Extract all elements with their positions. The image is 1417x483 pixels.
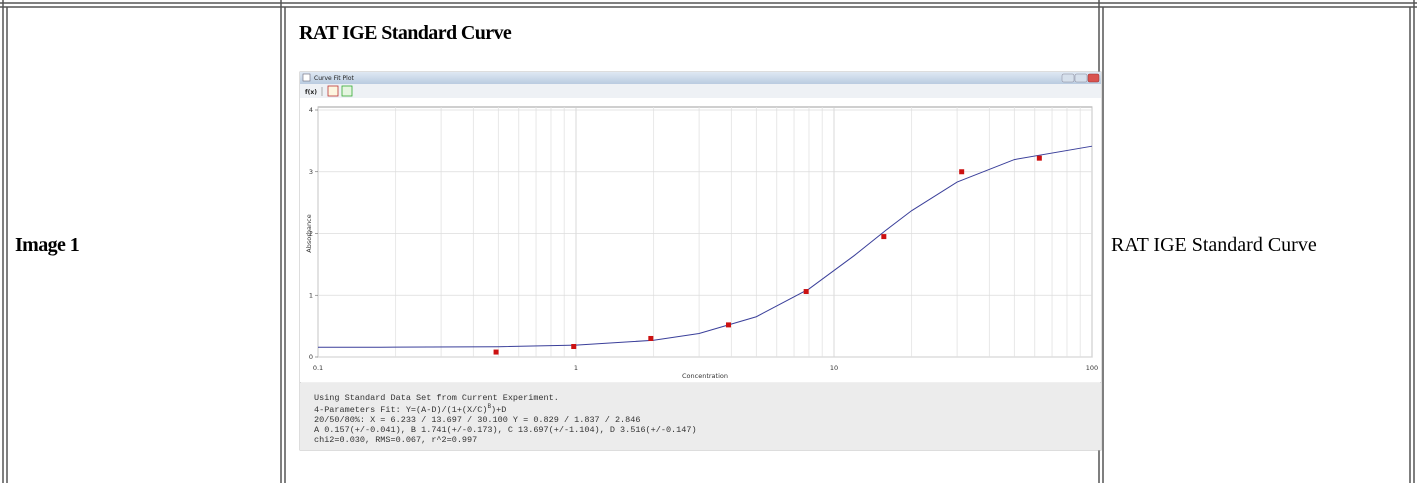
maximize-button[interactable] xyxy=(1074,73,1088,83)
x-tick-label: 100 xyxy=(1086,364,1098,372)
toolbar-button[interactable] xyxy=(341,85,353,97)
title-bar xyxy=(300,72,1101,84)
close-button[interactable] xyxy=(1087,73,1100,83)
report-text: 4-Parameters Fit: Y=(A-D)/(1+(X/C) xyxy=(314,405,487,415)
x-tick-label: 10 xyxy=(830,364,838,372)
report-exponent: B xyxy=(487,403,491,410)
data-point xyxy=(493,349,499,355)
window-title: Curve Fit Plot xyxy=(314,75,355,82)
y-tick-label: 1 xyxy=(309,291,313,299)
y-tick-label: 4 xyxy=(309,106,313,114)
data-point xyxy=(725,322,731,328)
screenshot: Curve Fit Plot f(x) 0.1 1 10 100 0 1 2 3 4 Concen… xyxy=(299,71,1102,451)
toolbar xyxy=(300,84,1101,98)
window-icon xyxy=(302,73,311,82)
row-label: Image 1 xyxy=(15,234,79,256)
x-axis-label: Concentration xyxy=(682,372,728,380)
report-line: 4-Parameters Fit: Y=(A-D)/(1+(X/C)B)+D xyxy=(314,403,506,415)
x-tick-label: 0.1 xyxy=(313,364,323,372)
y-tick-label: 3 xyxy=(309,168,313,176)
cell-caption: RAT IGE Standard Curve xyxy=(1111,234,1317,256)
fit-curve xyxy=(317,145,1093,348)
x-tick-label: 1 xyxy=(574,364,578,372)
toolbar-label: f(x) xyxy=(305,89,317,96)
plot: 0.1 1 10 100 0 1 2 3 4 Concentration Absorbance xyxy=(305,106,1098,380)
report-text: )+D xyxy=(491,405,506,415)
data-point xyxy=(648,335,654,341)
data-point xyxy=(881,234,887,240)
data-point xyxy=(571,344,577,350)
report-line: chi2=0.030, RMS=0.067, r^2=0.997 xyxy=(314,435,477,445)
plot-frame xyxy=(317,106,1093,358)
report-panel xyxy=(300,383,1101,450)
y-tick-label: 0 xyxy=(309,353,313,361)
data-point xyxy=(959,169,965,175)
data-point xyxy=(803,289,809,295)
data-point xyxy=(1036,155,1042,161)
y-axis-label: Absorbance xyxy=(305,214,313,252)
cell-title: RAT IGE Standard Curve xyxy=(299,22,512,44)
y-tick-label: 2 xyxy=(309,230,313,238)
report-line: A 0.157(+/-0.041), B 1.741(+/-0.173), C … xyxy=(314,425,697,435)
toolbar-button[interactable] xyxy=(327,85,339,97)
report-line: 20/50/80%: X = 6.233 / 13.697 / 30.100 Y… xyxy=(314,415,640,425)
report-line: Using Standard Data Set from Current Exp… xyxy=(314,393,559,403)
minimize-button[interactable] xyxy=(1061,73,1075,83)
